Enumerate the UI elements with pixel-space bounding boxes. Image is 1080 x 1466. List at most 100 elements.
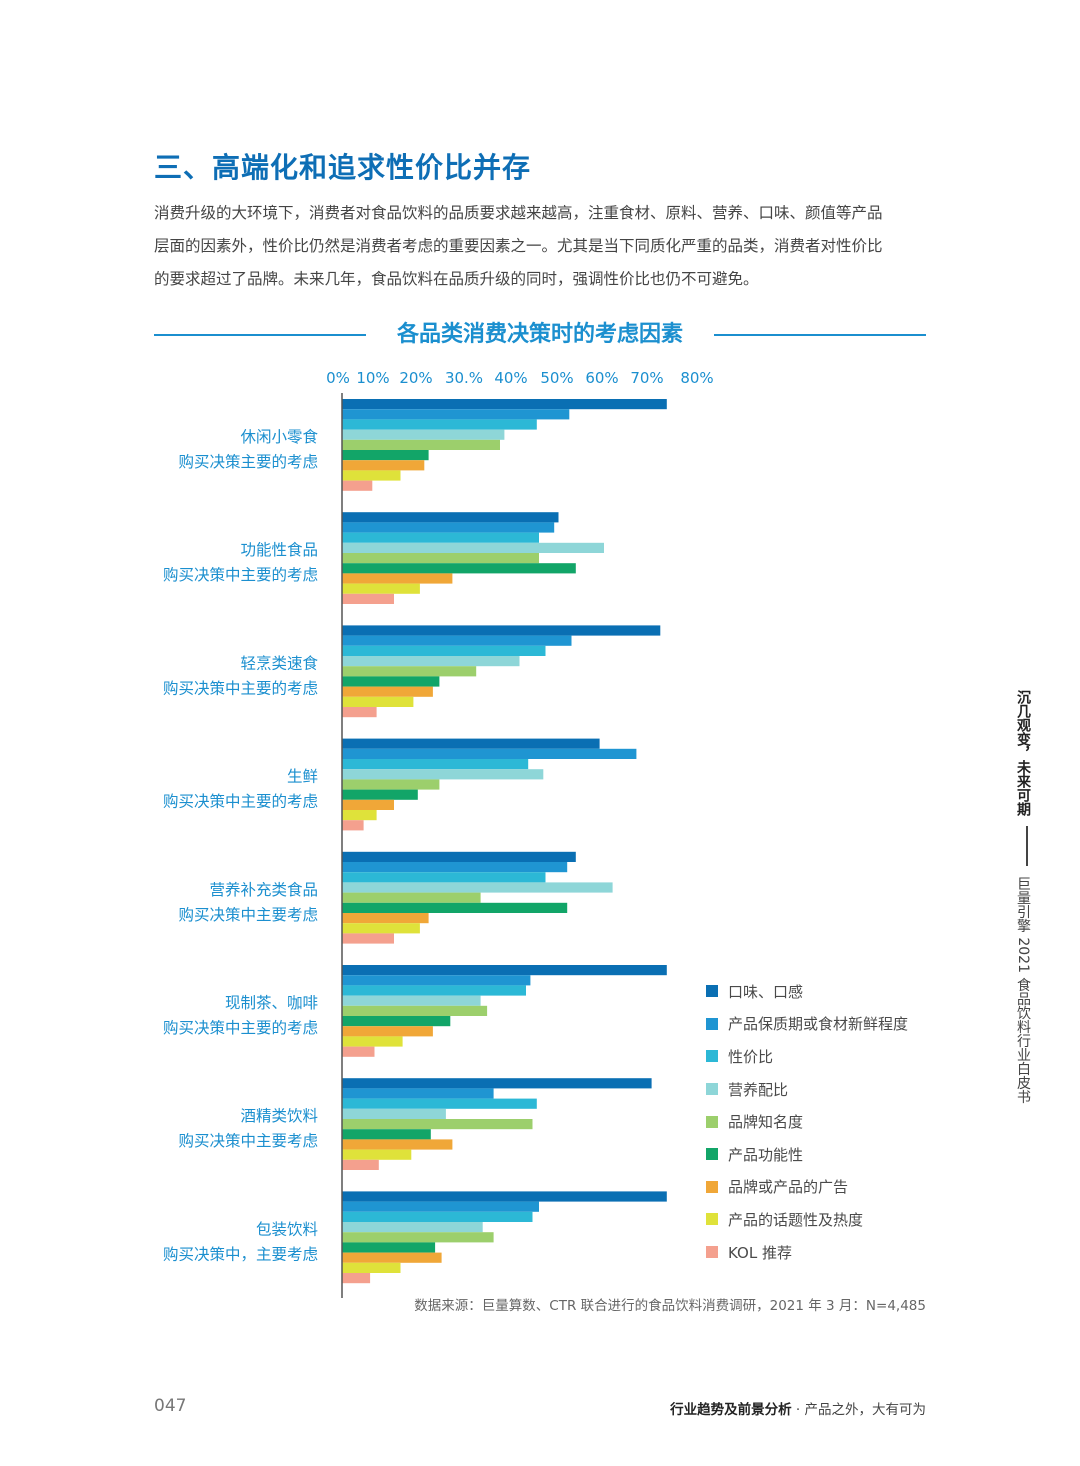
category-label: 休闲小零食 xyxy=(240,428,318,446)
bar xyxy=(342,512,559,523)
bar xyxy=(342,1026,433,1037)
bar xyxy=(342,593,394,604)
bar xyxy=(342,913,429,924)
x-tick-label: 50% xyxy=(540,369,573,387)
legend-label: 产品功能性 xyxy=(728,1145,804,1164)
x-tick-label: 80% xyxy=(680,369,713,387)
bar xyxy=(342,450,429,461)
bar xyxy=(342,625,661,636)
bar xyxy=(342,439,500,450)
bar xyxy=(342,1232,494,1243)
legend-item: 产品的话题性及热度 xyxy=(706,1203,908,1236)
bar xyxy=(342,1036,403,1047)
bar xyxy=(342,635,572,646)
chart-legend: 口味、口感产品保质期或食材新鲜程度 性价比营养配比品牌知名度产品功能性品牌或产品的… xyxy=(706,975,908,1268)
bar xyxy=(342,1119,533,1130)
bar xyxy=(342,409,570,420)
footer-chapter-title: 行业趋势及前景分析 xyxy=(670,1402,792,1418)
legend-item: 口味、口感 xyxy=(706,975,908,1008)
bar xyxy=(342,1016,451,1027)
category-sublabel: 购买决策主要的考虑 xyxy=(178,453,318,471)
bar xyxy=(342,1211,533,1222)
bar xyxy=(342,666,477,677)
bar xyxy=(342,779,440,790)
footer-chapter: 行业趋势及前景分析 · 产品之外，大有可为 xyxy=(670,1398,926,1418)
legend-swatch xyxy=(706,1246,718,1259)
bar xyxy=(342,1242,436,1253)
x-tick-label: 70% xyxy=(630,369,663,387)
legend-item: 产品功能性 xyxy=(706,1138,908,1171)
bar xyxy=(342,975,531,986)
x-tick-label: 30.% xyxy=(445,369,483,387)
bar xyxy=(342,1201,539,1212)
bar xyxy=(342,429,505,440)
bar xyxy=(342,759,529,770)
bar xyxy=(342,1129,431,1140)
bar xyxy=(342,1149,412,1160)
title-rule-right xyxy=(714,334,926,336)
legend-swatch xyxy=(706,1115,718,1128)
bar xyxy=(342,769,544,780)
category-sublabel: 购买决策中主要的考虑 xyxy=(163,1019,318,1037)
category-sublabel: 购买决策中主要的考虑 xyxy=(163,793,318,811)
legend-label: 产品的话题性及热度 xyxy=(728,1210,864,1229)
chart-title: 各品类消费决策时的考虑因素 xyxy=(396,322,683,347)
bar xyxy=(342,542,604,553)
category-label: 包装饮料 xyxy=(256,1220,318,1238)
category-label: 生鲜 xyxy=(287,768,318,786)
bar xyxy=(342,1191,667,1202)
legend-label: 产品保质期或食材新鲜程度 xyxy=(728,1015,909,1034)
bar xyxy=(342,872,546,883)
bar xyxy=(342,862,568,873)
bar xyxy=(342,810,377,821)
legend-label: 营养配比 xyxy=(728,1080,789,1099)
bar xyxy=(342,1262,401,1273)
bar xyxy=(342,399,667,410)
legend-swatch xyxy=(706,1213,718,1226)
bar xyxy=(342,1005,488,1016)
category-label: 功能性食品 xyxy=(240,541,318,559)
bar xyxy=(342,965,667,976)
legend-swatch xyxy=(706,1083,718,1096)
x-tick-label: 10% xyxy=(356,369,389,387)
side-running-title: 沉几观变，未来可期 巨量引擎 2021 食品饮料行业白皮书 xyxy=(1005,690,1033,1103)
category-label: 酒精类饮料 xyxy=(240,1107,318,1125)
legend-label: KOL 推荐 xyxy=(728,1243,792,1262)
legend-swatch xyxy=(706,1180,718,1193)
x-tick-label: 20% xyxy=(399,369,432,387)
bar xyxy=(342,696,414,707)
bar xyxy=(342,686,433,697)
category-sublabel: 购买决策中，主要考虑 xyxy=(163,1245,318,1263)
bar xyxy=(342,480,373,491)
category-label: 现制茶、咖啡 xyxy=(225,994,318,1012)
bar xyxy=(342,902,568,913)
bar xyxy=(342,1078,652,1089)
section-title: 三、高端化和追求性价比并存 xyxy=(154,151,532,184)
intro-paragraph: 消费升级的大环境下，消费者对食品饮料的品质要求越来越高，注重食材、原料、营养、口… xyxy=(154,197,934,296)
page-number: 047 xyxy=(154,1396,187,1416)
legend-label: 品牌或产品的广告 xyxy=(728,1178,849,1197)
bar xyxy=(342,933,394,944)
bar xyxy=(342,1108,446,1119)
legend-item: 品牌或产品的广告 xyxy=(706,1171,908,1204)
side-report-name: 巨量引擎 2021 食品饮料行业白皮书 xyxy=(1015,876,1031,1104)
bar xyxy=(342,1252,442,1263)
bar xyxy=(342,799,394,810)
bar xyxy=(342,1088,494,1099)
bar xyxy=(342,656,520,667)
bar xyxy=(342,419,537,430)
bar xyxy=(342,820,364,831)
bar xyxy=(342,851,576,862)
bar xyxy=(342,738,600,749)
legend-label: 品牌知名度 xyxy=(728,1113,804,1132)
legend-swatch xyxy=(706,1017,718,1030)
bar xyxy=(342,985,526,996)
category-sublabel: 购买决策中主要考虑 xyxy=(178,906,318,924)
footer-chapter-subtitle: · 产品之外，大有可为 xyxy=(795,1402,926,1418)
x-tick-label: 60% xyxy=(585,369,618,387)
legend-label: 口味、口感 xyxy=(728,982,804,1001)
legend-label: 性价比 xyxy=(728,1047,774,1066)
bar xyxy=(342,470,401,481)
bar xyxy=(342,1098,537,1109)
